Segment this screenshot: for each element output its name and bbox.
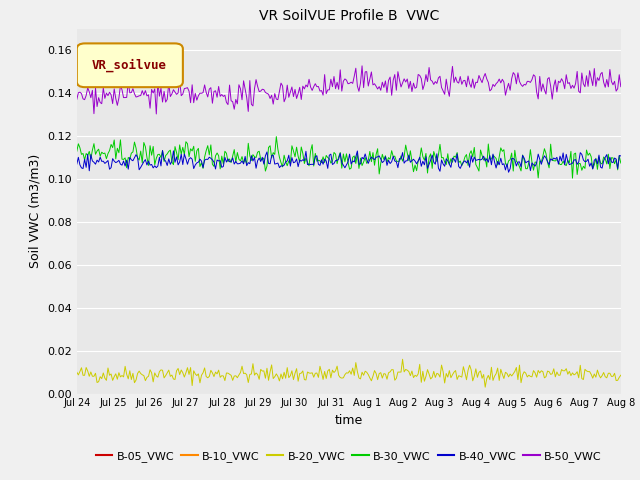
FancyBboxPatch shape — [77, 43, 183, 87]
Legend: B-05_VWC, B-10_VWC, B-20_VWC, B-30_VWC, B-40_VWC, B-50_VWC: B-05_VWC, B-10_VWC, B-20_VWC, B-30_VWC, … — [92, 446, 606, 467]
Y-axis label: Soil VWC (m3/m3): Soil VWC (m3/m3) — [29, 154, 42, 268]
Title: VR SoilVUE Profile B  VWC: VR SoilVUE Profile B VWC — [259, 10, 439, 24]
Text: VR_soilvue: VR_soilvue — [92, 59, 167, 72]
X-axis label: time: time — [335, 414, 363, 427]
